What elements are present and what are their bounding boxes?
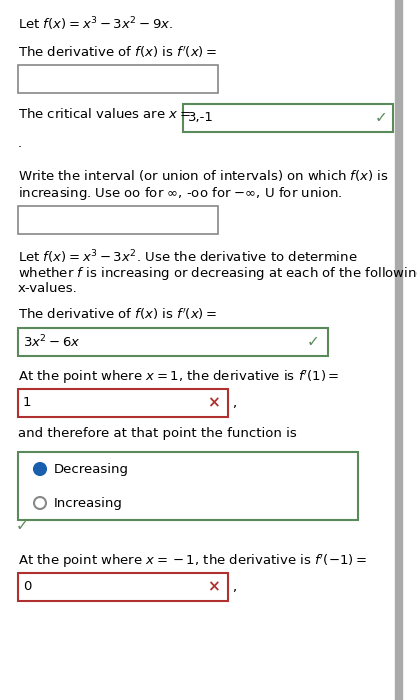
Text: whether $f$ is increasing or decreasing at each of the following: whether $f$ is increasing or decreasing … xyxy=(18,265,417,282)
Text: ×: × xyxy=(207,395,219,410)
Text: and therefore at that point the function is: and therefore at that point the function… xyxy=(18,427,297,440)
Text: .: . xyxy=(18,137,22,150)
Text: ✓: ✓ xyxy=(374,111,387,125)
Bar xyxy=(18,328,328,356)
Bar xyxy=(18,389,228,417)
Text: 3,-1: 3,-1 xyxy=(188,111,214,125)
Circle shape xyxy=(34,497,46,509)
Text: The derivative of $f(x)$ is $f'(x) =$: The derivative of $f(x)$ is $f'(x) =$ xyxy=(18,307,217,323)
Text: ,: , xyxy=(232,580,236,594)
Text: increasing. Use oo for $\infty$, -oo for $-\infty$, U for union.: increasing. Use oo for $\infty$, -oo for… xyxy=(18,185,342,202)
Bar xyxy=(18,206,218,234)
Text: At the point where $x = -1$, the derivative is $f'(-1) =$: At the point where $x = -1$, the derivat… xyxy=(18,552,367,570)
Text: Decreasing: Decreasing xyxy=(54,463,129,475)
Text: ×: × xyxy=(207,580,219,594)
Text: Increasing: Increasing xyxy=(54,496,123,510)
Text: The critical values are $x = $: The critical values are $x = $ xyxy=(18,107,191,121)
Text: At the point where $x = 1$, the derivative is $f'(1) =$: At the point where $x = 1$, the derivati… xyxy=(18,368,339,386)
Bar xyxy=(18,65,218,93)
Circle shape xyxy=(34,463,46,475)
Text: Let $f(x) = x^3 - 3x^2 - 9x$.: Let $f(x) = x^3 - 3x^2 - 9x$. xyxy=(18,15,173,33)
Text: ,: , xyxy=(232,396,236,410)
Text: Write the interval (or union of intervals) on which $f(x)$ is: Write the interval (or union of interval… xyxy=(18,168,389,183)
Text: ✓: ✓ xyxy=(15,519,28,533)
Text: The derivative of $f(x)$ is $f'(x) =$: The derivative of $f(x)$ is $f'(x) =$ xyxy=(18,44,217,60)
Bar xyxy=(183,104,393,132)
Text: x-values.: x-values. xyxy=(18,282,78,295)
Bar xyxy=(18,573,228,601)
Text: 0: 0 xyxy=(23,580,31,594)
Text: Let $f(x) = x^3 - 3x^2$. Use the derivative to determine: Let $f(x) = x^3 - 3x^2$. Use the derivat… xyxy=(18,248,357,265)
Text: 1: 1 xyxy=(23,396,32,410)
Bar xyxy=(395,0,402,700)
Bar xyxy=(18,452,358,520)
Text: $3x^2 - 6x$: $3x^2 - 6x$ xyxy=(23,334,81,350)
Text: ✓: ✓ xyxy=(306,335,319,349)
